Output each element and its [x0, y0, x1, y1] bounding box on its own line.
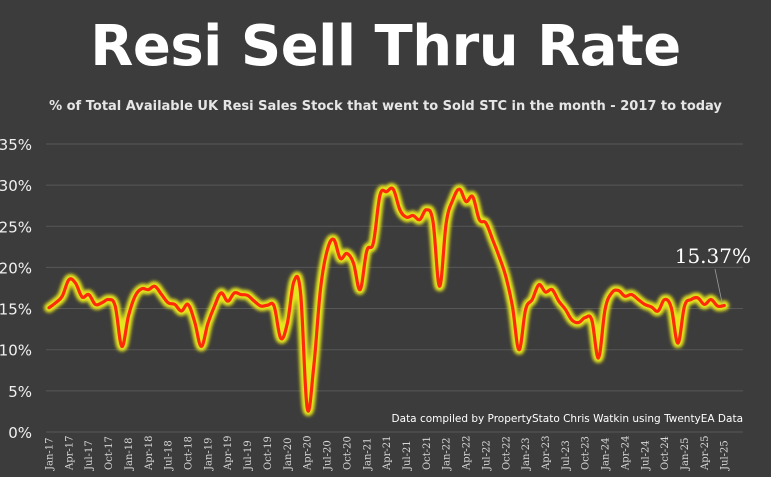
x-tick-label: Oct-20 [342, 436, 353, 470]
last-value-annotation: 15.37% [675, 244, 751, 268]
x-tick-label: Oct-18 [184, 436, 195, 470]
x-tick-label: Jan-18 [124, 437, 135, 471]
x-tick-label: Apr-22 [462, 435, 473, 471]
x-tick-label: Jan-19 [203, 437, 214, 471]
x-tick-label: Apr-17 [64, 435, 75, 471]
x-tick-label: Oct-23 [581, 436, 592, 470]
y-tick-label: 15% [0, 301, 32, 319]
x-tick-label: Jul-20 [323, 440, 334, 471]
x-tick-label: Apr-23 [541, 435, 552, 471]
x-tick-label: Jul-21 [402, 440, 413, 471]
y-tick-label: 30% [0, 177, 32, 195]
x-tick-label: Jan-23 [521, 437, 532, 471]
x-tick-label: Jul-19 [243, 440, 254, 471]
x-tick-label: Jan-17 [45, 437, 56, 471]
x-tick-label: Apr-19 [223, 435, 234, 471]
x-tick-label: Apr-20 [303, 435, 314, 471]
x-tick-label: Oct-22 [501, 436, 512, 470]
x-tick-label: Jul-18 [164, 440, 175, 471]
x-tick-label: Oct-17 [104, 436, 115, 470]
y-tick-label: 5% [8, 383, 32, 401]
chart-subtitle: % of Total Available UK Resi Sales Stock… [49, 99, 722, 114]
x-tick-label: Jul-23 [561, 440, 572, 471]
x-tick-label: Oct-21 [422, 436, 433, 470]
x-tick-label: Apr-18 [144, 435, 155, 471]
y-tick-label: 10% [0, 342, 32, 360]
x-tick-label: Oct-19 [263, 436, 274, 470]
x-tick-label: Jul-24 [640, 440, 651, 471]
y-tick-label: 25% [0, 218, 32, 236]
data-source-footnote: Data compiled by PropertyStato Chris Wat… [392, 413, 743, 425]
chart-title: Resi Sell Thru Rate [90, 14, 681, 79]
series-line [47, 186, 726, 413]
x-tick-label: Jan-22 [442, 437, 453, 471]
x-tick-label: Jan-24 [601, 437, 612, 471]
x-tick-label: Oct-24 [660, 436, 671, 470]
y-tick-label: 20% [0, 259, 32, 277]
x-tick-label: Jul-25 [720, 440, 731, 471]
x-tick-label: Jan-25 [680, 437, 691, 471]
x-tick-label: Apr-21 [382, 435, 393, 471]
x-tick-label: Jan-20 [283, 437, 294, 471]
x-tick-label: Jan-21 [362, 437, 373, 471]
series-line-glow [44, 183, 730, 416]
x-tick-label: Apr-24 [620, 435, 631, 471]
y-tick-label: 35% [0, 136, 32, 154]
annotation-leader-line [714, 268, 723, 304]
x-tick-label: Jul-17 [84, 440, 95, 471]
y-tick-label: 0% [8, 424, 32, 442]
x-tick-label: Jul-22 [481, 440, 492, 471]
x-tick-label: Apr-25 [700, 435, 711, 471]
